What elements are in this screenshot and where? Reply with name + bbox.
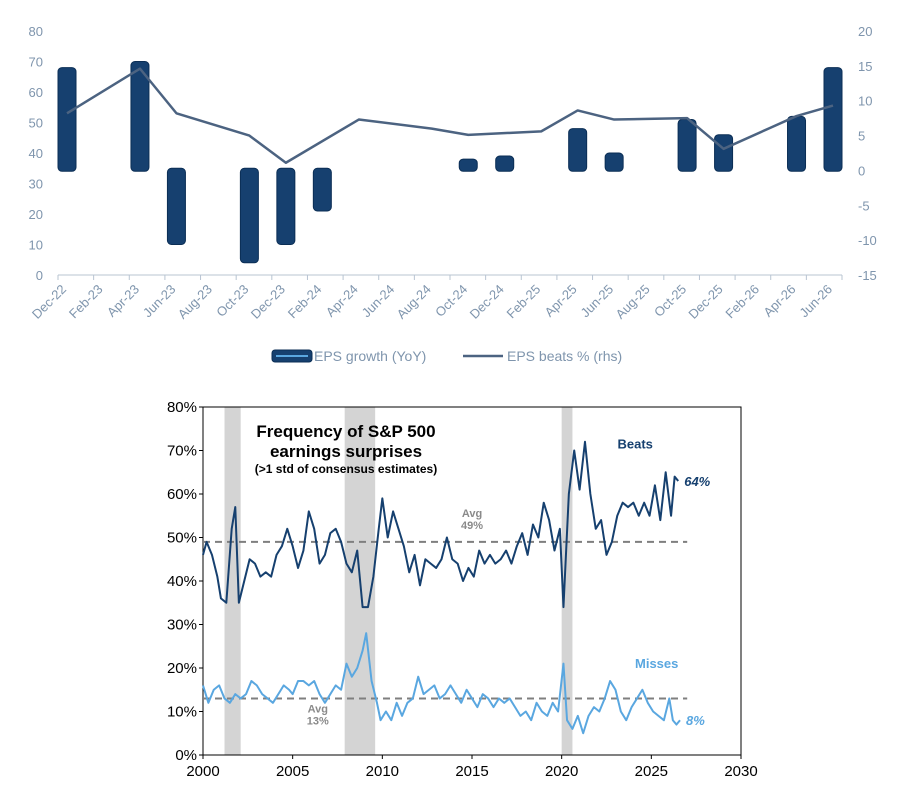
x-tick-label: Apr-24 [323,282,361,320]
eps-growth-chart: 01020304050607080-15-10-505101520Dec-22F… [29,24,877,364]
legend-label-eps-growth: EPS growth (YoY) [314,348,426,364]
x-tick-label: Jun-26 [796,282,835,321]
misses-avg-label: Avg [308,703,328,715]
x-tick-label: 2025 [635,763,668,780]
legend-label-eps-beats: EPS beats % (rhs) [507,348,622,364]
beats-line [202,440,680,609]
bar [130,61,150,172]
x-tick-label: Apr-23 [104,282,142,320]
x-tick-label: 2015 [455,763,488,780]
y-tick-label: 40% [167,573,197,590]
y-right-tick-label: 15 [858,59,872,74]
recession-shade [561,407,573,755]
x-tick-label: Jun-24 [359,282,398,321]
recession-shade [344,407,376,755]
y-left-tick-label: 70 [29,55,43,70]
y-left-tick-label: 80 [29,24,43,39]
recession-shade [224,407,241,755]
y-tick-label: 0% [175,747,197,764]
x-tick-label: Feb-25 [504,282,544,322]
beats-end-label: 64% [684,474,710,489]
bar [57,67,77,172]
bar [495,155,515,172]
y-tick-label: 10% [167,704,197,721]
x-tick-label: Feb-26 [722,282,762,322]
x-tick-label: 2020 [545,763,578,780]
chart-title-line2: earnings surprises [270,442,422,461]
x-tick-label: Jun-25 [578,282,617,321]
x-tick-label: Jun-23 [140,282,179,321]
bar [239,167,259,264]
misses-line [202,632,681,735]
x-tick-label: Aug-23 [175,282,215,322]
eps-beats-line [66,67,834,165]
x-tick-label: Aug-24 [394,282,434,322]
misses-avg-value: 13% [307,715,329,727]
y-left-tick-label: 50 [29,116,43,131]
x-tick-label: 2000 [186,763,219,780]
bar [787,115,807,172]
y-left-tick-label: 40 [29,146,43,161]
chart-subtitle: (>1 std of consensus estimates) [255,462,437,476]
y-tick-label: 80% [167,399,197,416]
y-tick-label: 30% [167,617,197,634]
x-tick-label: 2010 [366,763,399,780]
x-tick-label: 2005 [276,763,309,780]
bar [166,167,186,245]
beats-avg-value: 49% [461,520,483,532]
y-right-tick-label: -15 [858,268,877,283]
bar [276,167,296,245]
misses-series-label: Misses [635,656,678,671]
x-tick-label: Oct-24 [432,282,470,320]
y-right-tick-label: -5 [858,198,870,213]
x-tick-label: Feb-24 [285,282,325,322]
y-tick-label: 70% [167,443,197,460]
x-tick-label: Apr-25 [542,282,580,320]
beats-avg-label: Avg [462,508,482,520]
y-left-tick-label: 10 [29,238,43,253]
y-right-tick-label: 20 [858,24,872,39]
x-tick-label: Oct-23 [213,282,251,320]
y-right-tick-label: 5 [858,129,865,144]
x-tick-label: Aug-25 [612,282,652,322]
y-left-tick-label: 0 [36,268,43,283]
plot-frame [202,406,742,756]
bar [714,134,734,172]
y-left-tick-label: 60 [29,85,43,100]
y-tick-label: 60% [167,486,197,503]
x-tick-label: 2030 [724,763,757,780]
y-tick-label: 20% [167,660,197,677]
x-tick-label: Oct-25 [651,282,689,320]
y-right-tick-label: 0 [858,163,865,178]
y-right-tick-label: 10 [858,94,872,109]
y-left-tick-label: 30 [29,177,43,192]
y-tick-label: 50% [167,530,197,547]
x-tick-label: Dec-22 [29,282,69,322]
y-right-tick-label: -10 [858,233,877,248]
chart-title: Frequency of S&P 500 [256,422,435,441]
bar [312,167,332,212]
x-tick-label: Dec-24 [467,282,507,322]
x-tick-label: Dec-23 [248,282,288,322]
bar [823,67,843,172]
bar [568,128,588,172]
x-tick-label: Dec-25 [685,282,725,322]
y-left-tick-label: 20 [29,207,43,222]
beats-series-label: Beats [617,436,652,451]
x-tick-label: Feb-23 [66,282,106,322]
bar [677,118,697,172]
misses-end-label: 8% [686,713,705,728]
bar [604,152,624,172]
x-tick-label: Apr-26 [760,282,798,320]
bar [458,158,478,172]
